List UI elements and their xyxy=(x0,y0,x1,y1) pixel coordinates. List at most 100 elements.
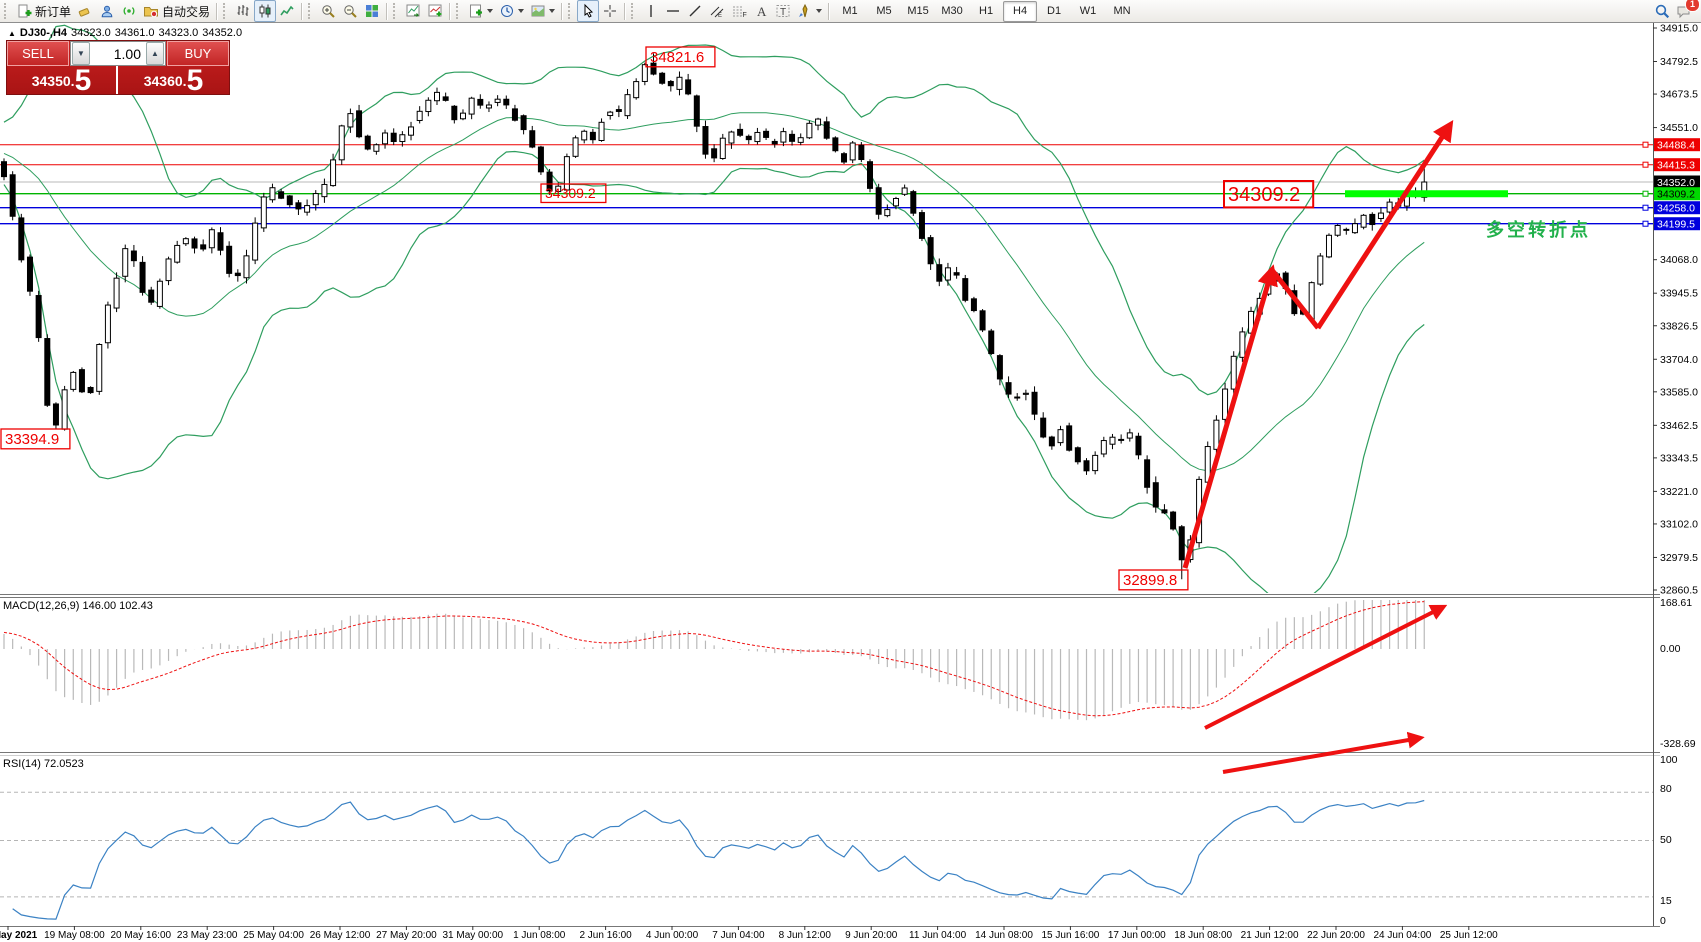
trend-arrows[interactable] xyxy=(1182,119,1454,569)
timeframe-button-m1[interactable]: M1 xyxy=(842,5,858,17)
toolbar-button-trendline[interactable] xyxy=(684,0,706,22)
toolbar-button-tile-windows[interactable] xyxy=(361,0,383,22)
level-line-handle[interactable] xyxy=(1642,220,1649,227)
toolbar-button-search[interactable] xyxy=(1651,0,1673,22)
toolbar-button-fibonacci[interactable]: F xyxy=(728,0,750,22)
volume-decrease-button[interactable]: ▼ xyxy=(72,42,90,65)
trend-arrow[interactable] xyxy=(1182,264,1278,569)
trend-arrow[interactable] xyxy=(1315,119,1454,330)
toolbar-button-profile[interactable] xyxy=(96,0,118,22)
chart-canvas[interactable]: 34821.6 34309.2 34309.2 33394.9 32899.8 34915… xyxy=(0,23,1701,942)
collapse-triangle-icon[interactable]: ▲ xyxy=(8,29,16,38)
toolbar-button-arrows[interactable] xyxy=(794,0,825,22)
buy-price[interactable]: 34360. 5 xyxy=(118,64,229,97)
toolbar-button-text[interactable]: A xyxy=(750,0,772,22)
timeframe-button-m15[interactable]: M15 xyxy=(907,5,929,17)
trend-arrow[interactable] xyxy=(1270,268,1320,330)
toolbar-button-new-order[interactable]: 新订单 xyxy=(13,0,74,22)
toolbar-button-new-chart[interactable] xyxy=(465,0,496,22)
price-label-box xyxy=(645,46,716,68)
arrows-icon xyxy=(799,3,808,18)
level-line-handle[interactable] xyxy=(1642,141,1649,148)
date-tick-label: 14 Jun 08:00 xyxy=(975,930,1033,941)
dropdown-arrow-icon[interactable] xyxy=(487,9,494,13)
macd-trend-arrow[interactable] xyxy=(1204,604,1448,730)
level-line-handle[interactable] xyxy=(1642,190,1649,197)
timeframe-button-h4[interactable]: H4 xyxy=(1003,0,1038,22)
ohlc-close: 34352.0 xyxy=(202,27,243,39)
toolbar-button-channel[interactable]: E xyxy=(706,0,728,22)
toolbar-button-bar-chart[interactable] xyxy=(232,0,254,22)
signal-icon xyxy=(123,7,135,15)
new-order-icon xyxy=(18,4,32,18)
price-axis[interactable]: 34915.0 34792.5 34673.5 34551.0 34068.0 33945… xyxy=(1653,23,1700,927)
rsi-axis-label: 100 xyxy=(1660,754,1678,766)
date-tick-label: 8 Jun 12:00 xyxy=(779,930,832,941)
date-tick-label: 21 Jun 12:00 xyxy=(1241,930,1299,941)
line-chart-icon xyxy=(280,5,294,16)
timeframe-button-h1[interactable]: H1 xyxy=(979,5,994,17)
price-text-labels[interactable]: 34821.6 34309.2 34309.2 33394.9 32899.8 xyxy=(0,46,1315,591)
toolbar-button-autotrade[interactable]: 自动交易 xyxy=(140,0,213,22)
macd-indicator-label: MACD(12,26,9) 146.00 102.43 xyxy=(3,600,153,612)
buy-button[interactable]: BUY xyxy=(167,41,229,66)
ohlc-open: 34323.0 xyxy=(71,27,111,39)
timeframe-button-m5[interactable]: M5 xyxy=(876,5,892,17)
price-tick-label: 33585.0 xyxy=(1660,386,1698,398)
toolbar-grip xyxy=(393,3,400,19)
timeframe-button-mn[interactable]: MN xyxy=(1113,5,1131,17)
toolbar-button-clock[interactable] xyxy=(496,0,527,22)
toolbar-button-template[interactable] xyxy=(527,0,558,22)
price-label[interactable]: 32899.8 xyxy=(1123,572,1177,589)
sell-button[interactable]: SELL xyxy=(7,41,69,66)
price-label[interactable]: 33394.9 xyxy=(5,431,59,448)
dropdown-arrow-icon[interactable] xyxy=(549,9,556,13)
dropdown-arrow-icon[interactable] xyxy=(816,9,823,13)
svg-text:F: F xyxy=(743,12,747,19)
buy-price-big-digit: 5 xyxy=(186,64,204,97)
cursor-icon xyxy=(584,3,594,18)
price-label[interactable]: 34309.2 xyxy=(545,185,596,201)
toolbar-button-horizontal-line[interactable] xyxy=(662,0,684,22)
toolbar-button-zoom-out[interactable] xyxy=(339,0,361,22)
price-label[interactable]: 34309.2 xyxy=(1228,184,1300,206)
toolbar-button-label: 新订单 xyxy=(35,4,72,19)
toolbar-button-signal[interactable] xyxy=(118,0,140,22)
rsi-trend-arrow[interactable] xyxy=(1222,731,1425,774)
candlesticks xyxy=(1,53,1428,580)
toolbar-button-eraser[interactable] xyxy=(74,0,96,22)
volume-increase-button[interactable]: ▲ xyxy=(146,42,164,65)
sell-price-big-digit: 5 xyxy=(74,64,92,97)
timeframe-button-w1[interactable]: W1 xyxy=(1079,5,1097,17)
timeframe-button-d1[interactable]: D1 xyxy=(1047,5,1062,17)
toolbar-button-cursor[interactable] xyxy=(577,0,600,22)
volume-value[interactable]: 1.00 xyxy=(113,45,141,62)
macd-axis-label: 0.00 xyxy=(1660,643,1681,655)
toolbar-button-notifications[interactable]: 1 xyxy=(1673,0,1700,22)
level-line-handle[interactable] xyxy=(1642,204,1649,211)
profile-icon xyxy=(101,5,113,18)
toolbar-button-zoom-in[interactable] xyxy=(317,0,339,22)
price-badge-label: 34352.0 xyxy=(1657,177,1695,189)
sell-price[interactable]: 34350. 5 xyxy=(7,64,118,97)
toolbar-button-text-label[interactable]: T xyxy=(772,0,794,22)
toolbar-button-candlestick-chart[interactable] xyxy=(254,0,277,22)
ohlc-high: 34361.0 xyxy=(114,27,155,39)
toolbar-button-indicator-window[interactable] xyxy=(424,0,446,22)
date-axis[interactable]: 18 May 2021 19 May 08:00 20 May 16:00 23 Ma… xyxy=(0,926,1498,941)
toolbar-button-indicators[interactable] xyxy=(402,0,424,22)
toolbar-button-vertical-line[interactable] xyxy=(640,0,662,22)
price-label[interactable]: 34821.6 xyxy=(650,49,704,66)
price-tick-label: 34792.5 xyxy=(1660,56,1698,68)
level-line-handle[interactable] xyxy=(1642,161,1649,168)
autotrade-icon xyxy=(144,7,159,18)
fibonacci-icon: F xyxy=(733,6,747,19)
toolbar-button-line-chart[interactable] xyxy=(276,0,298,22)
price-tick-label: 32979.5 xyxy=(1660,552,1698,564)
toolbar-grip xyxy=(4,3,11,19)
timeframe-button-m30[interactable]: M30 xyxy=(941,5,963,17)
annotation-turning-point[interactable]: 多空转折点 xyxy=(1486,220,1591,240)
dropdown-arrow-icon[interactable] xyxy=(518,9,525,13)
toolbar-button-crosshair[interactable] xyxy=(599,0,621,22)
price-badge xyxy=(1654,201,1700,215)
